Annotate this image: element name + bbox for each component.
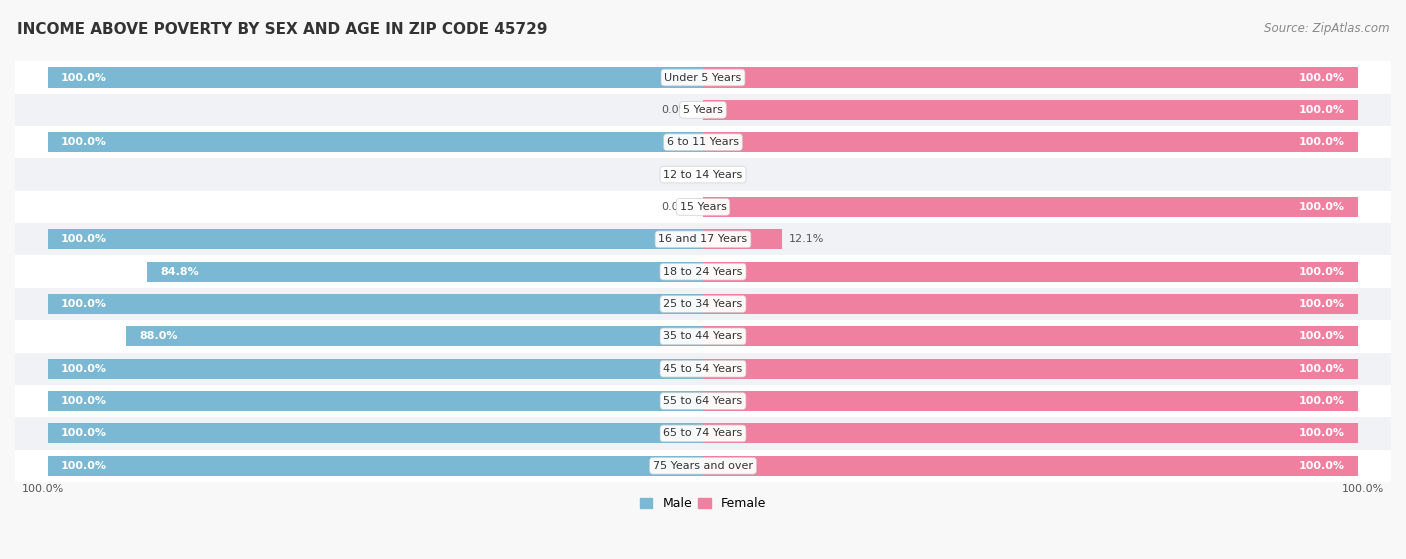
Bar bbox=[15, 417, 1391, 449]
Text: 100.0%: 100.0% bbox=[1299, 428, 1346, 438]
Bar bbox=[15, 255, 1391, 288]
Text: 12.1%: 12.1% bbox=[789, 234, 824, 244]
Bar bbox=[15, 61, 1391, 94]
Bar bbox=[15, 385, 1391, 417]
Text: 100.0%: 100.0% bbox=[1299, 105, 1346, 115]
Text: 100.0%: 100.0% bbox=[60, 73, 107, 83]
Bar bbox=[48, 294, 703, 314]
Text: 25 to 34 Years: 25 to 34 Years bbox=[664, 299, 742, 309]
Legend: Male, Female: Male, Female bbox=[636, 492, 770, 515]
Text: INCOME ABOVE POVERTY BY SEX AND AGE IN ZIP CODE 45729: INCOME ABOVE POVERTY BY SEX AND AGE IN Z… bbox=[17, 22, 547, 37]
Text: 0.0%: 0.0% bbox=[662, 169, 690, 179]
Bar bbox=[15, 191, 1391, 223]
Bar bbox=[15, 126, 1391, 158]
Bar bbox=[703, 423, 1358, 443]
Bar bbox=[703, 294, 1358, 314]
Bar bbox=[48, 359, 703, 379]
Bar bbox=[48, 132, 703, 152]
Text: 6 to 11 Years: 6 to 11 Years bbox=[666, 137, 740, 147]
Text: 100.0%: 100.0% bbox=[1299, 461, 1346, 471]
Text: 100.0%: 100.0% bbox=[1299, 364, 1346, 374]
Bar bbox=[703, 262, 1358, 282]
Text: 35 to 44 Years: 35 to 44 Years bbox=[664, 331, 742, 342]
Text: 100.0%: 100.0% bbox=[1299, 73, 1346, 83]
Text: 100.0%: 100.0% bbox=[1299, 396, 1346, 406]
Text: 0.0%: 0.0% bbox=[662, 105, 690, 115]
Text: 100.0%: 100.0% bbox=[21, 484, 63, 494]
Bar bbox=[703, 326, 1358, 347]
Bar bbox=[703, 68, 1358, 88]
Bar bbox=[15, 288, 1391, 320]
Text: 65 to 74 Years: 65 to 74 Years bbox=[664, 428, 742, 438]
Text: 100.0%: 100.0% bbox=[60, 461, 107, 471]
Text: 100.0%: 100.0% bbox=[60, 299, 107, 309]
Bar bbox=[703, 197, 1358, 217]
Text: Under 5 Years: Under 5 Years bbox=[665, 73, 741, 83]
Bar bbox=[703, 456, 1358, 476]
Text: 75 Years and over: 75 Years and over bbox=[652, 461, 754, 471]
Text: 100.0%: 100.0% bbox=[1299, 299, 1346, 309]
Text: 15 Years: 15 Years bbox=[679, 202, 727, 212]
Bar bbox=[48, 391, 703, 411]
Bar bbox=[15, 94, 1391, 126]
Text: 100.0%: 100.0% bbox=[1299, 331, 1346, 342]
Text: 100.0%: 100.0% bbox=[1343, 484, 1385, 494]
Text: 100.0%: 100.0% bbox=[1299, 267, 1346, 277]
Bar bbox=[48, 229, 703, 249]
Bar bbox=[127, 326, 703, 347]
Bar bbox=[703, 391, 1358, 411]
Text: 100.0%: 100.0% bbox=[1299, 202, 1346, 212]
Bar bbox=[703, 132, 1358, 152]
Text: 84.8%: 84.8% bbox=[160, 267, 200, 277]
Bar bbox=[703, 100, 1358, 120]
Text: 100.0%: 100.0% bbox=[60, 234, 107, 244]
Bar bbox=[48, 456, 703, 476]
Text: 5 Years: 5 Years bbox=[683, 105, 723, 115]
Text: 100.0%: 100.0% bbox=[60, 428, 107, 438]
Text: 100.0%: 100.0% bbox=[60, 137, 107, 147]
Text: 88.0%: 88.0% bbox=[139, 331, 179, 342]
Bar bbox=[15, 223, 1391, 255]
Text: 100.0%: 100.0% bbox=[60, 396, 107, 406]
Text: 12 to 14 Years: 12 to 14 Years bbox=[664, 169, 742, 179]
Text: 18 to 24 Years: 18 to 24 Years bbox=[664, 267, 742, 277]
Bar bbox=[15, 158, 1391, 191]
Text: 45 to 54 Years: 45 to 54 Years bbox=[664, 364, 742, 374]
Text: 0.0%: 0.0% bbox=[716, 169, 744, 179]
Bar bbox=[48, 423, 703, 443]
Text: 55 to 64 Years: 55 to 64 Years bbox=[664, 396, 742, 406]
Bar bbox=[148, 262, 703, 282]
Bar bbox=[15, 353, 1391, 385]
Text: 100.0%: 100.0% bbox=[60, 364, 107, 374]
Text: 0.0%: 0.0% bbox=[662, 202, 690, 212]
Bar bbox=[703, 229, 782, 249]
Bar bbox=[15, 449, 1391, 482]
Text: 16 and 17 Years: 16 and 17 Years bbox=[658, 234, 748, 244]
Bar bbox=[703, 359, 1358, 379]
Bar bbox=[48, 68, 703, 88]
Text: 100.0%: 100.0% bbox=[1299, 137, 1346, 147]
Bar bbox=[15, 320, 1391, 353]
Text: Source: ZipAtlas.com: Source: ZipAtlas.com bbox=[1264, 22, 1389, 35]
